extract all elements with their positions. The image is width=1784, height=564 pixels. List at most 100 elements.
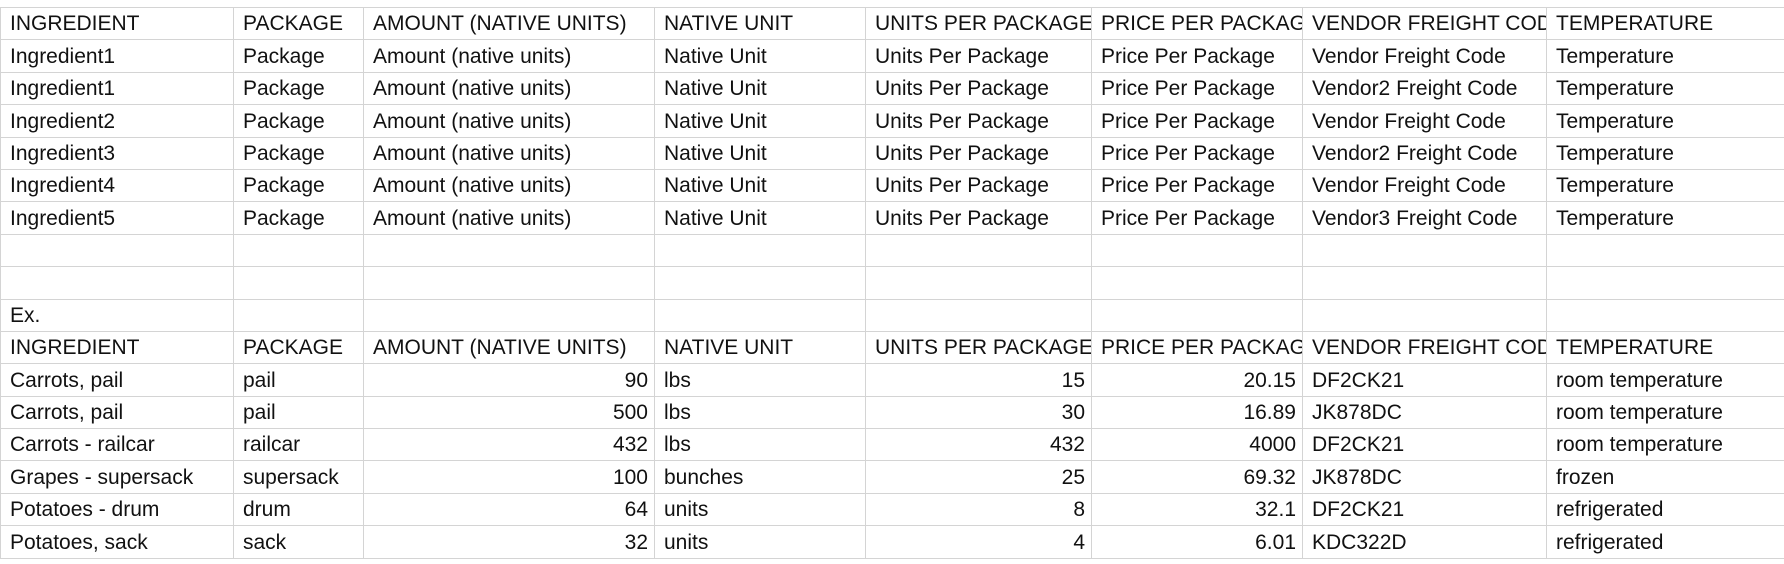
example-cell[interactable]: supersack (233, 460, 364, 494)
template-cell[interactable]: Vendor3 Freight Code (1302, 201, 1547, 235)
template-cell[interactable]: Amount (native units) (363, 168, 655, 203)
template-cell[interactable]: Temperature (1546, 168, 1784, 203)
example-cell[interactable]: room temperature (1546, 395, 1784, 430)
empty-cell[interactable] (1091, 233, 1303, 268)
empty-cell[interactable] (654, 233, 866, 268)
template-cell[interactable]: Ingredient1 (0, 39, 234, 73)
header-cell[interactable]: AMOUNT (NATIVE UNITS) (363, 330, 655, 365)
template-cell[interactable]: Temperature (1546, 201, 1784, 235)
template-cell[interactable]: Price Per Package (1091, 104, 1303, 138)
empty-cell[interactable] (363, 298, 655, 332)
example-cell[interactable]: 25 (865, 460, 1092, 494)
header-cell[interactable]: AMOUNT (NATIVE UNITS) (363, 6, 655, 41)
template-cell[interactable]: Temperature (1546, 104, 1784, 138)
empty-cell[interactable] (363, 233, 655, 268)
template-cell[interactable]: Package (233, 136, 364, 170)
example-cell[interactable]: Potatoes - drum (0, 492, 234, 527)
template-cell[interactable]: Temperature (1546, 71, 1784, 106)
example-cell[interactable]: lbs (654, 428, 866, 462)
example-cell[interactable]: 20.15 (1091, 363, 1303, 397)
header-cell[interactable]: NATIVE UNIT (654, 6, 866, 41)
example-cell[interactable]: 500 (363, 395, 655, 430)
example-cell[interactable]: pail (233, 395, 364, 430)
template-cell[interactable]: Ingredient3 (0, 136, 234, 170)
template-cell[interactable]: Native Unit (654, 71, 866, 106)
example-cell[interactable]: 6.01 (1091, 525, 1303, 559)
example-cell[interactable]: room temperature (1546, 428, 1784, 462)
template-cell[interactable]: Vendor Freight Code (1302, 39, 1547, 73)
example-cell[interactable]: Carrots - railcar (0, 428, 234, 462)
empty-cell[interactable] (1302, 298, 1547, 332)
header-cell[interactable]: PACKAGE (233, 6, 364, 41)
header-cell[interactable]: TEMPERATURE (1546, 6, 1784, 41)
example-cell[interactable]: 30 (865, 395, 1092, 430)
example-cell[interactable]: 4 (865, 525, 1092, 559)
template-cell[interactable]: Native Unit (654, 136, 866, 170)
example-cell[interactable]: DF2CK21 (1302, 492, 1547, 527)
template-cell[interactable]: Units Per Package (865, 136, 1092, 170)
header-cell[interactable]: NATIVE UNIT (654, 330, 866, 365)
example-cell[interactable]: 4000 (1091, 428, 1303, 462)
example-cell[interactable]: JK878DC (1302, 460, 1547, 494)
example-cell[interactable]: lbs (654, 363, 866, 397)
template-cell[interactable]: Package (233, 104, 364, 138)
empty-cell[interactable] (0, 233, 234, 268)
template-cell[interactable]: Price Per Package (1091, 136, 1303, 170)
template-cell[interactable]: Vendor2 Freight Code (1302, 136, 1547, 170)
empty-cell[interactable] (1546, 233, 1784, 268)
template-cell[interactable]: Temperature (1546, 39, 1784, 73)
template-cell[interactable]: Ingredient4 (0, 168, 234, 203)
template-cell[interactable]: Ingredient1 (0, 71, 234, 106)
empty-cell[interactable] (1302, 233, 1547, 268)
example-cell[interactable]: bunches (654, 460, 866, 494)
example-cell[interactable]: 15 (865, 363, 1092, 397)
empty-cell[interactable] (1546, 298, 1784, 332)
template-cell[interactable]: Amount (native units) (363, 201, 655, 235)
example-cell[interactable]: pail (233, 363, 364, 397)
header-cell[interactable]: PRICE PER PACKAGE (1091, 6, 1303, 41)
example-cell[interactable]: units (654, 525, 866, 559)
template-cell[interactable]: Price Per Package (1091, 39, 1303, 73)
header-cell[interactable]: INGREDIENT (0, 6, 234, 41)
header-cell[interactable]: UNITS PER PACKAGE (865, 330, 1092, 365)
template-cell[interactable]: Native Unit (654, 201, 866, 235)
template-cell[interactable]: Price Per Package (1091, 71, 1303, 106)
example-cell[interactable]: refrigerated (1546, 492, 1784, 527)
example-cell[interactable]: DF2CK21 (1302, 428, 1547, 462)
empty-cell[interactable] (363, 266, 655, 300)
example-cell[interactable]: drum (233, 492, 364, 527)
template-cell[interactable]: Native Unit (654, 168, 866, 203)
empty-cell[interactable] (1091, 266, 1303, 300)
empty-cell[interactable] (1546, 266, 1784, 300)
example-cell[interactable]: lbs (654, 395, 866, 430)
header-cell[interactable]: TEMPERATURE (1546, 330, 1784, 365)
example-cell[interactable]: units (654, 492, 866, 527)
example-cell[interactable]: Potatoes, sack (0, 525, 234, 559)
empty-cell[interactable] (654, 266, 866, 300)
template-cell[interactable]: Vendor Freight Code (1302, 104, 1547, 138)
template-cell[interactable]: Package (233, 71, 364, 106)
template-cell[interactable]: Package (233, 201, 364, 235)
example-cell[interactable]: 69.32 (1091, 460, 1303, 494)
example-cell[interactable]: 8 (865, 492, 1092, 527)
header-cell[interactable]: VENDOR FREIGHT CODE (1302, 6, 1547, 41)
header-cell[interactable]: INGREDIENT (0, 330, 234, 365)
example-cell[interactable]: 432 (363, 428, 655, 462)
empty-cell[interactable] (1302, 266, 1547, 300)
template-cell[interactable]: Amount (native units) (363, 71, 655, 106)
example-cell[interactable]: 90 (363, 363, 655, 397)
header-cell[interactable]: PACKAGE (233, 330, 364, 365)
example-cell[interactable]: Carrots, pail (0, 395, 234, 430)
template-cell[interactable]: Amount (native units) (363, 136, 655, 170)
template-cell[interactable]: Native Unit (654, 104, 866, 138)
empty-cell[interactable] (865, 266, 1092, 300)
example-cell[interactable]: Grapes - supersack (0, 460, 234, 494)
example-cell[interactable]: KDC322D (1302, 525, 1547, 559)
example-cell[interactable]: 16.89 (1091, 395, 1303, 430)
template-cell[interactable]: Units Per Package (865, 168, 1092, 203)
template-cell[interactable]: Vendor2 Freight Code (1302, 71, 1547, 106)
example-cell[interactable]: JK878DC (1302, 395, 1547, 430)
example-cell[interactable]: 32.1 (1091, 492, 1303, 527)
example-label-cell[interactable]: Ex. (0, 298, 234, 332)
empty-cell[interactable] (233, 233, 364, 268)
